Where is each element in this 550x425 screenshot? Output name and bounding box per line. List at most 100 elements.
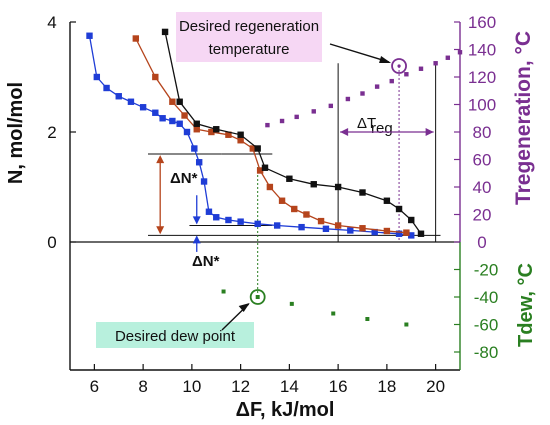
series-3-point — [310, 181, 317, 188]
x-tick-label: 6 — [90, 377, 99, 396]
series-2-point — [208, 128, 215, 136]
series-1-point — [176, 120, 183, 127]
t-regeneration-point — [404, 72, 409, 77]
y-right-top-tick-label: 20 — [473, 206, 492, 225]
ticks-layer: 6 8 10 12 14 16 18 20024020406080100120140160-2… — [47, 13, 498, 396]
series-3-point — [408, 216, 415, 224]
y-right-bottom-tick-label: -20 — [474, 261, 499, 280]
regeneration-leader-line — [329, 43, 390, 63]
series-2-point — [317, 217, 325, 225]
series-1-point — [408, 232, 415, 239]
x-tick-label: 16 — [329, 377, 348, 396]
series-2-point — [249, 145, 257, 152]
series-2-point — [169, 98, 176, 105]
t-regeneration-point — [265, 122, 270, 128]
delta-n-blue-arrow-head-top — [192, 216, 201, 225]
desired-dew-center — [256, 295, 260, 299]
series-3-point — [334, 183, 342, 191]
series-3-point — [359, 189, 366, 196]
y-right-top-tick-label: 80 — [473, 123, 492, 142]
delta-n-blue-arrow-head-bottom — [192, 235, 201, 244]
series-1-point — [298, 223, 305, 231]
y-right-top-tick-label: 140 — [468, 41, 496, 60]
y-right-top-tick-label: 0 — [477, 233, 486, 252]
series-3-point — [417, 230, 425, 237]
delta-n-red-arrow-head-top — [156, 155, 165, 164]
series-3-point — [237, 131, 244, 138]
series-3-point — [286, 175, 293, 182]
dew-leader-arrowhead — [238, 303, 250, 312]
series-2-point — [266, 183, 274, 191]
delta-t-reg-subscript: reg — [371, 120, 393, 137]
series-1-point — [191, 145, 198, 152]
series-1-point — [86, 32, 93, 39]
y-right-bottom-tick-label: -80 — [474, 343, 499, 362]
t-regeneration-point — [389, 78, 394, 84]
y-right-top-tick-label: 40 — [473, 178, 492, 197]
y-left-tick-label: 2 — [47, 123, 56, 142]
t-dew-point — [221, 289, 226, 294]
series-3-point — [161, 28, 169, 36]
series-1-point — [347, 227, 354, 234]
series-1-point — [205, 208, 213, 215]
y-right-bottom-tick-label: -60 — [474, 316, 499, 335]
series-1-point — [395, 230, 403, 237]
series-2-point — [403, 229, 410, 236]
t-dew-point — [404, 322, 409, 327]
dew-label-bg — [96, 322, 254, 348]
series-1-point — [93, 73, 101, 81]
y-right-top-tick-label: 60 — [473, 151, 492, 170]
t-regeneration-point — [457, 50, 463, 55]
t-dew-point — [365, 317, 370, 321]
t-regeneration-point — [279, 118, 285, 124]
series-1-point — [225, 216, 232, 224]
plot-frame — [69, 22, 461, 371]
y-right-top-tick-label: 100 — [468, 96, 496, 115]
y-right-top-tick-label: 160 — [468, 13, 496, 32]
series-1-point — [200, 178, 208, 185]
series-1-point — [322, 225, 330, 232]
regeneration-label-bg — [176, 12, 322, 62]
y-left-tick-label: 0 — [47, 233, 56, 252]
series-2-point — [237, 137, 244, 144]
x-tick-label: 12 — [231, 377, 250, 396]
t-regeneration-point — [328, 103, 334, 109]
series-2-point — [359, 225, 366, 232]
x-tick-label: 20 — [426, 377, 445, 396]
t-regeneration-point — [374, 84, 380, 89]
series-3-point — [395, 205, 403, 213]
desired-regeneration-circle — [391, 58, 407, 74]
t-regeneration-point — [311, 109, 316, 114]
annotation-marks — [156, 43, 434, 331]
y-right-bottom-tick-label: -40 — [474, 288, 499, 307]
series-1-point — [139, 104, 147, 111]
delta-t-reg-label: ΔT — [357, 115, 376, 132]
y-left-tick-label: 4 — [47, 13, 56, 32]
series-1-point — [371, 228, 378, 236]
series-1-point — [159, 115, 166, 122]
series-1-point — [169, 117, 176, 125]
delta-n-blue-label: ΔN* — [192, 253, 220, 270]
delta-n-red-label: ΔN* — [170, 170, 198, 187]
t-regeneration-point — [360, 91, 365, 96]
series-3-point — [193, 120, 200, 127]
t-regeneration-point — [418, 66, 424, 71]
series-2-point — [383, 227, 391, 235]
t-regeneration-point — [345, 96, 351, 102]
series-3-point — [254, 145, 261, 152]
t-regeneration-point — [433, 61, 438, 66]
series-2-point — [225, 131, 232, 138]
x-tick-label: 18 — [377, 377, 396, 396]
series-1-point — [152, 109, 159, 116]
desired-regeneration-label-line1: Desired regeneration — [179, 18, 319, 35]
x-axis-title: ΔF, kJ/mol — [236, 399, 335, 421]
series-1-point — [127, 98, 135, 105]
desired-regeneration-center — [397, 64, 401, 68]
x-tick-label: 8 — [138, 377, 147, 396]
series-2-point — [334, 222, 342, 229]
t-dew-point — [331, 311, 336, 316]
series-2-point — [193, 126, 200, 133]
series-1-point — [183, 128, 191, 136]
